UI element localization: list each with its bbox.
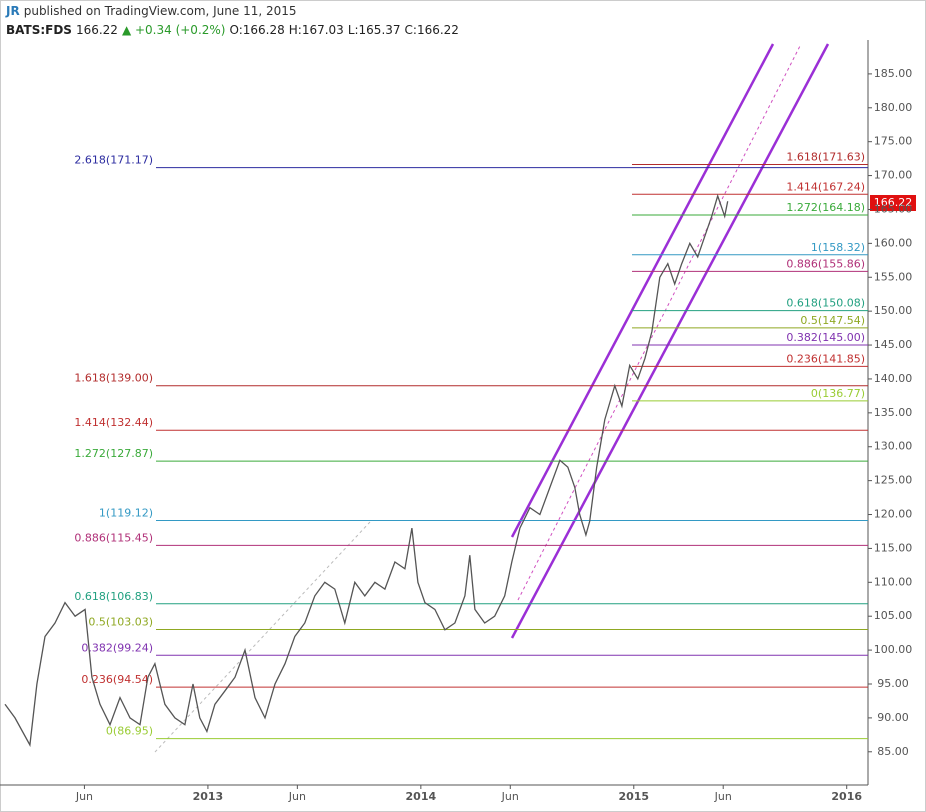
y-tick-label: 130.00 [874, 440, 913, 453]
fib-label: 0.5(103.03) [88, 616, 153, 629]
fib-label: 1.414(132.44) [74, 416, 153, 429]
last-price-box [870, 195, 916, 211]
trend-line [154, 521, 371, 753]
price-line [4, 193, 729, 748]
y-tick-label: 170.00 [874, 169, 913, 182]
fib-label: 0(86.95) [106, 725, 153, 738]
fib-label: 1.272(164.18) [786, 201, 865, 214]
y-tick-label: 110.00 [874, 575, 913, 588]
y-tick-label: 105.00 [874, 609, 913, 622]
y-tick-label: 115.00 [874, 541, 913, 554]
last: 166.22 [75, 23, 118, 37]
fib-label: 0.886(115.45) [74, 531, 153, 544]
header-line-1: JR published on TradingView.com, June 11,… [6, 2, 463, 21]
last-price-label: 166.22 [874, 196, 913, 209]
x-tick-label: 2014 [406, 790, 437, 803]
channel-lower [510, 43, 830, 639]
fib-label: 0.236(94.54) [81, 673, 153, 686]
y-tick-label: 100.00 [874, 643, 913, 656]
x-tick-label: Jun [288, 790, 306, 803]
fib-label: 0.886(155.86) [786, 257, 865, 270]
author[interactable]: JR [6, 4, 20, 18]
fib-label: 0.5(147.54) [800, 314, 865, 327]
x-tick-label: Jun [501, 790, 519, 803]
y-tick-label: 90.00 [877, 711, 909, 724]
fib-label: 0.382(145.00) [786, 331, 865, 344]
x-tick-label: 2015 [618, 790, 649, 803]
y-tick-label: 145.00 [874, 338, 913, 351]
header-line-2: BATS:FDS 166.22 ▲ +0.34 (+0.2%) O:166.28 H:1… [6, 21, 463, 40]
y-tick-label: 160.00 [874, 236, 913, 249]
y-tick-label: 185.00 [874, 67, 913, 80]
y-tick-label: 120.00 [874, 508, 913, 521]
y-tick-label: 180.00 [874, 101, 913, 114]
y-tick-label: 95.00 [877, 677, 909, 690]
y-tick-label: 155.00 [874, 270, 913, 283]
fib-label: 1.618(171.63) [786, 151, 865, 164]
channel-upper [510, 43, 775, 538]
close: C:166.22 [404, 23, 459, 37]
fib-label: 2.618(171.17) [74, 154, 153, 167]
header: JR published on TradingView.com, June 11,… [6, 2, 463, 40]
y-tick-label: 175.00 [874, 135, 913, 148]
fib-label: 1(158.32) [811, 241, 865, 254]
fib-label: 0.236(141.85) [786, 352, 865, 365]
symbol: BATS:FDS [6, 23, 72, 37]
channel-median [517, 43, 802, 601]
fib-label: 0.618(150.08) [786, 297, 865, 310]
y-tick-label: 125.00 [874, 474, 913, 487]
fib-label: 1(119.12) [99, 506, 153, 519]
y-tick-label: 150.00 [874, 304, 913, 317]
low: L:165.37 [347, 23, 401, 37]
y-tick-label: 140.00 [874, 372, 913, 385]
fib-label: 0.382(99.24) [81, 641, 153, 654]
x-tick-label: 2016 [831, 790, 862, 803]
y-tick-label: 85.00 [877, 745, 909, 758]
open: O:166.28 [229, 23, 285, 37]
y-tick-label: 165.00 [874, 202, 913, 215]
fib-label: 0.618(106.83) [74, 590, 153, 603]
published: published on TradingView.com, June 11, 2… [23, 4, 297, 18]
change: ▲ +0.34 (+0.2%) [121, 23, 226, 37]
x-tick-label: Jun [75, 790, 93, 803]
x-tick-label: 2013 [193, 790, 224, 803]
high: H:167.03 [288, 23, 344, 37]
x-tick-label: Jun [714, 790, 732, 803]
fib-label: 1.414(167.24) [786, 180, 865, 193]
y-tick-label: 135.00 [874, 406, 913, 419]
fib-label: 1.272(127.87) [74, 447, 153, 460]
fib-label: 0(136.77) [811, 387, 865, 400]
fib-label: 1.618(139.00) [74, 372, 153, 385]
